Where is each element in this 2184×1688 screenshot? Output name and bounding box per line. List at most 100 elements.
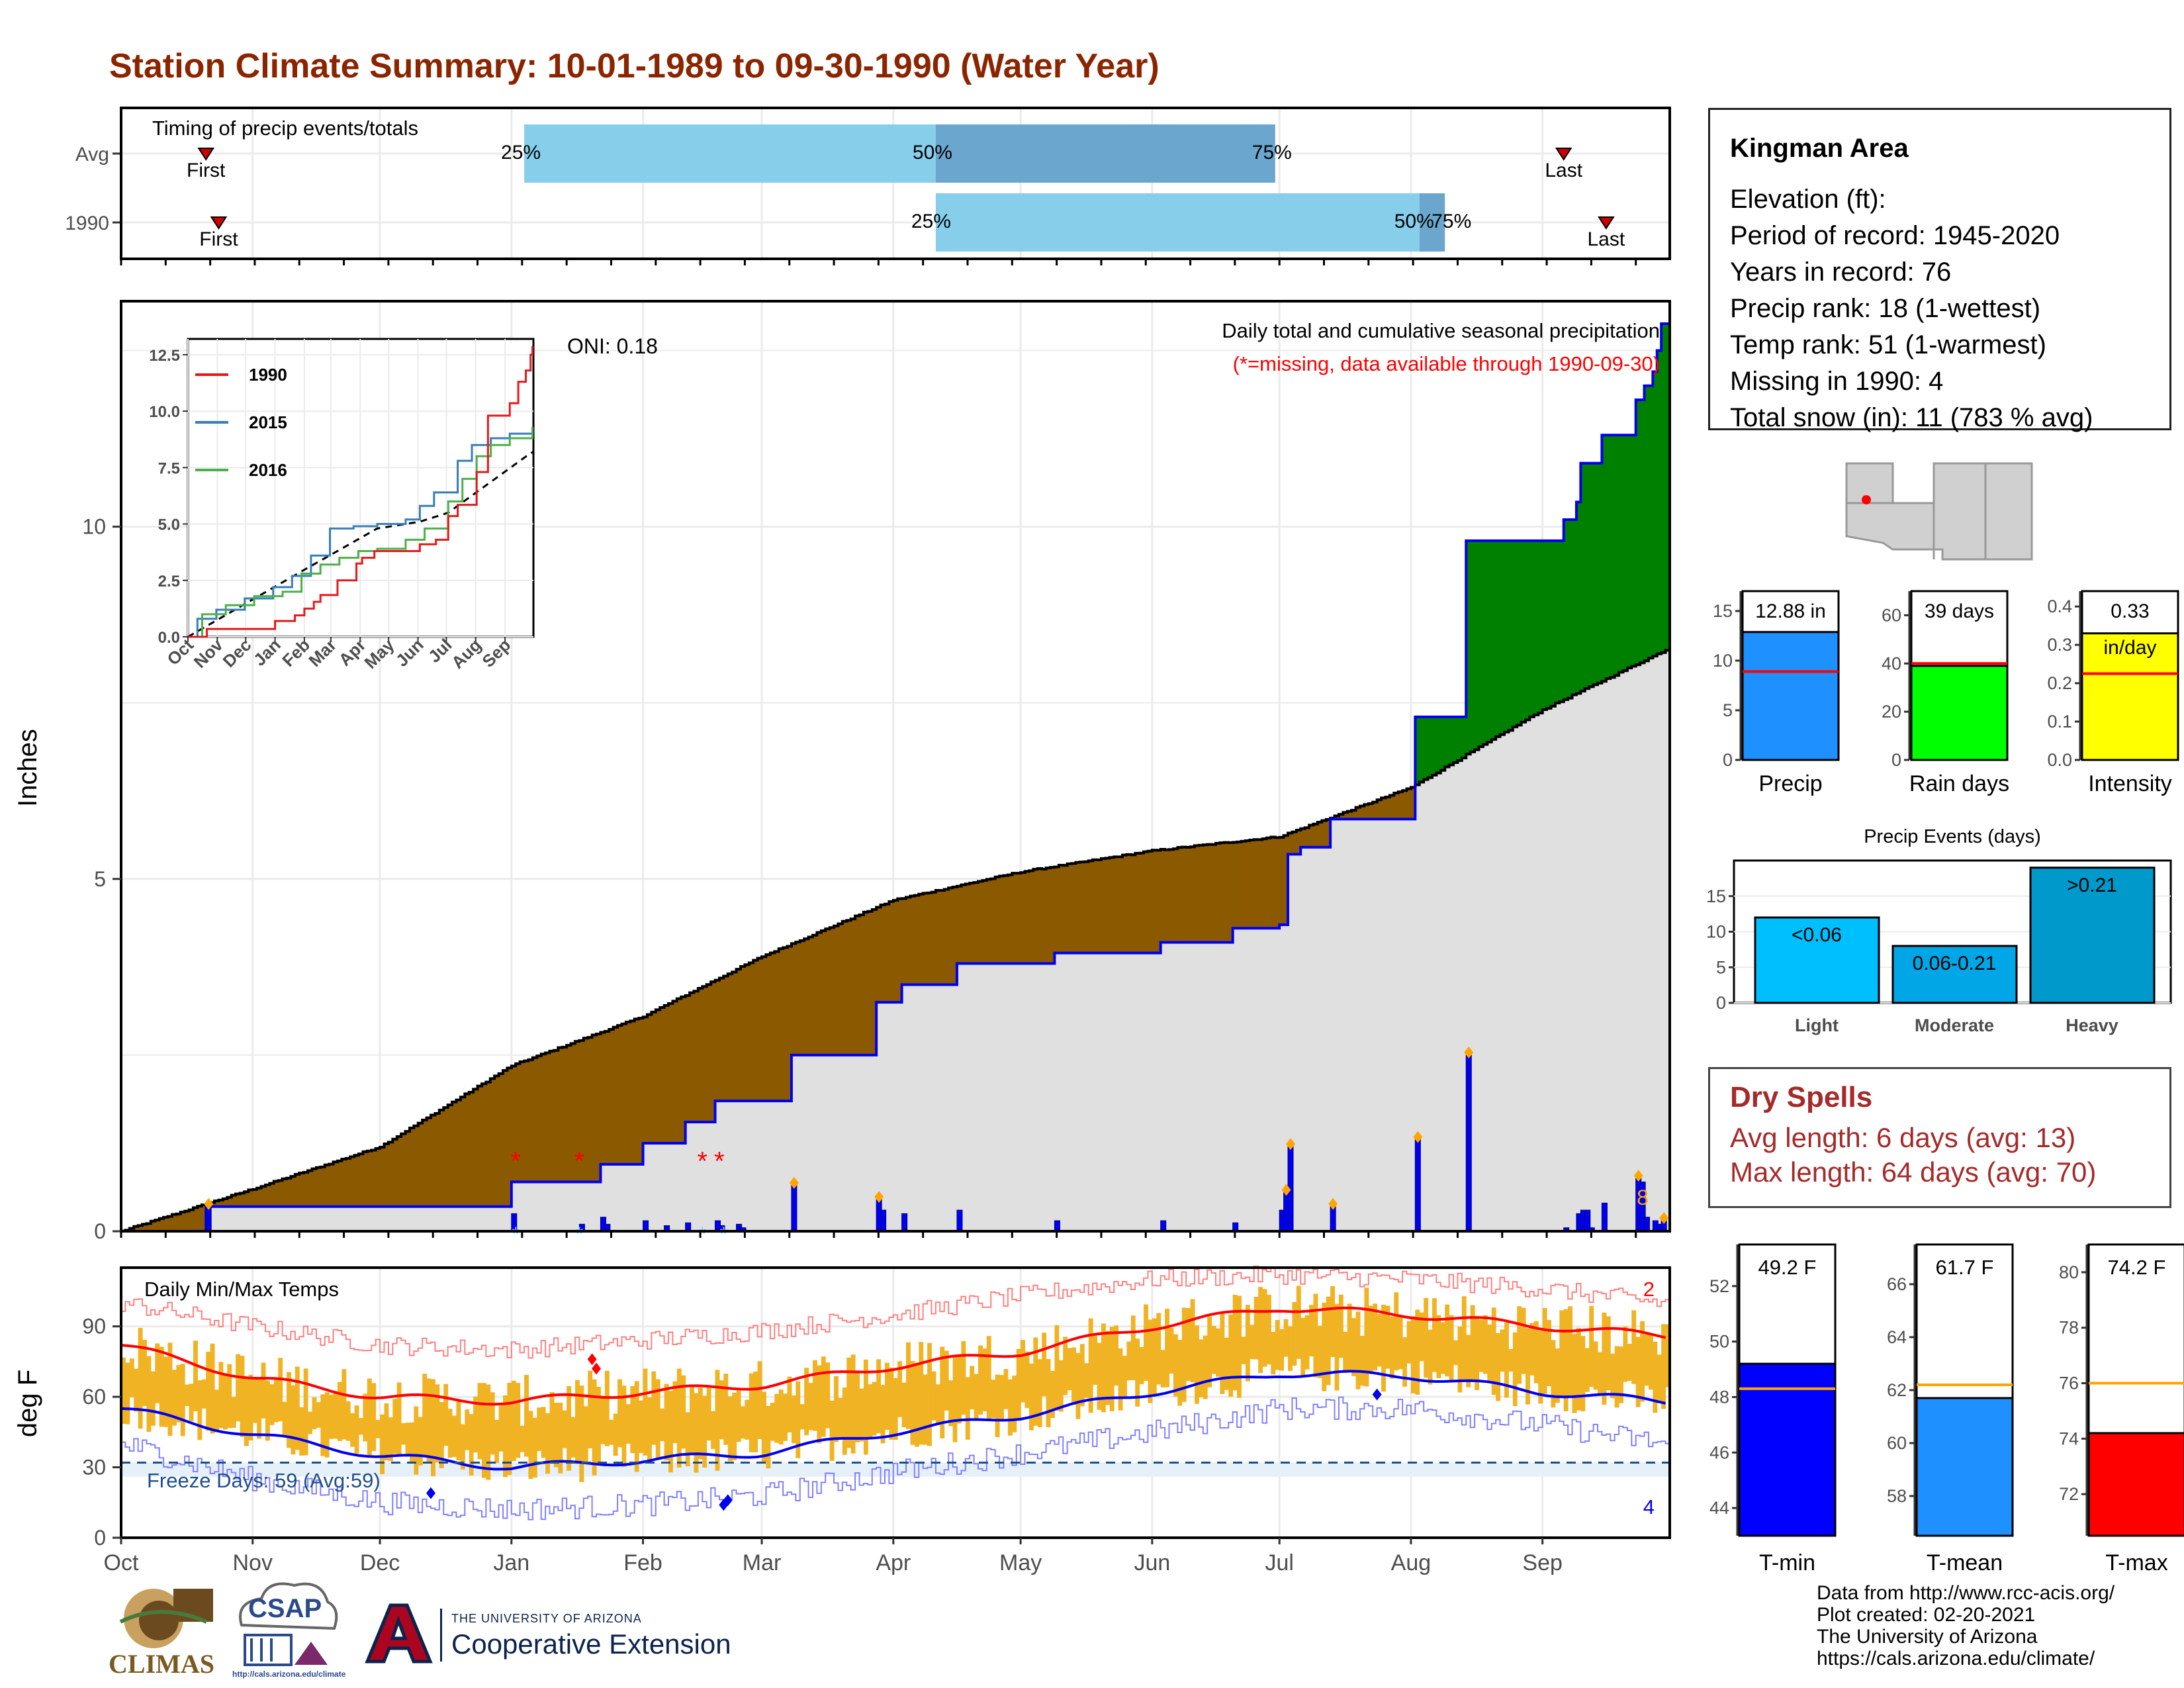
deficit-fill [308,1170,313,1207]
inset-legend-label: 1990 [249,365,287,385]
daily-temp-range-bar [473,1396,478,1453]
deficit-fill [1054,867,1060,953]
daily-temp-range-bar [991,1380,996,1419]
events-ytick-label: 15 [1706,886,1726,906]
daily-temp-range-bar [532,1417,537,1478]
daily-temp-range-bar [1461,1296,1467,1380]
deficit-fill [371,1150,377,1207]
record-low-marker-icon [426,1487,435,1499]
deficit-fill [821,930,826,1055]
deficit-fill [906,897,911,985]
daily-temp-range-bar [1445,1304,1450,1377]
daily-temp-range-bar [884,1362,889,1430]
deficit-fill [367,1150,372,1207]
csap-logo: CSAP http://cals.arizona.edu/climate [228,1575,345,1685]
deficit-fill [1398,792,1403,820]
deficit-fill [447,1105,453,1207]
daily-temp-range-bar [956,1354,962,1424]
ua-big-text: Cooperative Extension [451,1628,731,1660]
daily-temp-range-bar [647,1397,652,1463]
deficit-fill [766,955,771,1102]
credit-source: Data from http://www.rcc-acis.org/ [1817,1582,2115,1604]
daily-temp-range-bar [1288,1326,1293,1372]
deficit-fill [1050,867,1056,964]
surplus-fill [1533,540,1539,715]
deficit-fill [812,935,817,1055]
daily-temp-range-bar [940,1346,945,1438]
daily-temp-range-bar [1177,1340,1183,1406]
deficit-fill [1012,873,1017,964]
daily-temp-range-bar [1589,1305,1594,1387]
deficit-fill [1046,868,1051,964]
daily-precip-bar [956,1209,963,1232]
inset-ytick-label: 5.0 [158,516,180,534]
daily-temp-range-bar [948,1380,954,1427]
side-precip-ytick-label: 0.4 [2047,596,2072,616]
daily-temp-range-bar [698,1387,703,1460]
deficit-fill [796,942,801,1055]
deficit-fill [180,1211,185,1231]
deficit-fill [1160,849,1165,943]
daily-temp-range-bar [1228,1314,1234,1397]
deficit-fill [345,1158,351,1207]
deficit-fill [727,974,733,1102]
events-ytick-label: 5 [1716,957,1726,977]
surplus-fill [1482,540,1488,745]
deficit-fill [1071,863,1077,953]
info-snow: Total snow (in): 11 (783 % avg) [1730,403,2093,432]
deficit-fill [1220,843,1225,943]
side-temp-ytick-label: 64 [1887,1327,1907,1347]
deficit-fill [498,1073,504,1207]
daily-temp-range-bar [961,1341,966,1415]
deficit-fill [1313,823,1318,847]
daily-temp-range-bar [1114,1325,1119,1386]
deficit-fill [138,1225,143,1231]
last-label: Last [1587,228,1625,250]
deficit-fill [244,1192,249,1207]
deficit-fill [868,911,873,1055]
deficit-fill [1317,822,1322,847]
daily-temp-range-bar [1377,1313,1382,1367]
daily-temp-range-bar [341,1369,347,1440]
daily-temp-range-bar [456,1399,461,1461]
daily-temp-range-bar [1186,1307,1191,1382]
deficit-fill [218,1199,224,1207]
month-label: Dec [360,1550,400,1575]
surplus-fill [1436,716,1441,773]
daily-temp-range-bar [1173,1334,1178,1397]
daily-temp-range-bar [345,1401,351,1441]
month-label: Mar [743,1550,782,1575]
daily-temp-range-bar [1559,1310,1565,1398]
daily-temp-range-bar [719,1380,724,1440]
deficit-fill [252,1189,257,1207]
daily-temp-range-bar [1012,1376,1017,1432]
daily-temp-range-bar [702,1395,707,1468]
deficit-fill [974,882,979,964]
deficit-fill [1118,857,1123,953]
daily-temp-range-bar [363,1393,368,1442]
side-temp-ytick-label: 72 [2059,1484,2079,1504]
deficit-fill [465,1094,470,1207]
daily-temp-range-bar [604,1370,610,1446]
daily-temp-range-bar [1470,1305,1475,1382]
deficit-fill [613,1027,618,1164]
daily-temp-range-bar [1118,1348,1123,1411]
deficit-fill [1177,847,1183,943]
daily-temp-range-bar [558,1403,563,1474]
deficit-fill [511,1066,516,1182]
daily-temp-range-bar [1071,1347,1076,1405]
deficit-fill [1063,865,1068,953]
deficit-fill [1130,855,1136,953]
daily-temp-range-bar [447,1409,453,1458]
deficit-fill [651,1011,657,1143]
daily-temp-range-bar [384,1403,389,1460]
daily-temp-range-bar [808,1383,813,1430]
daily-temp-range-bar [1449,1315,1454,1382]
side-temp-value: 74.2 F [2108,1256,2166,1279]
daily-temp-range-bar [418,1417,423,1466]
deficit-fill [490,1078,495,1207]
heavy-event-marker-icon [204,1197,214,1210]
daily-temp-range-bar [129,1358,134,1397]
deficit-fill [970,883,975,964]
deficit-fill [655,1009,660,1143]
